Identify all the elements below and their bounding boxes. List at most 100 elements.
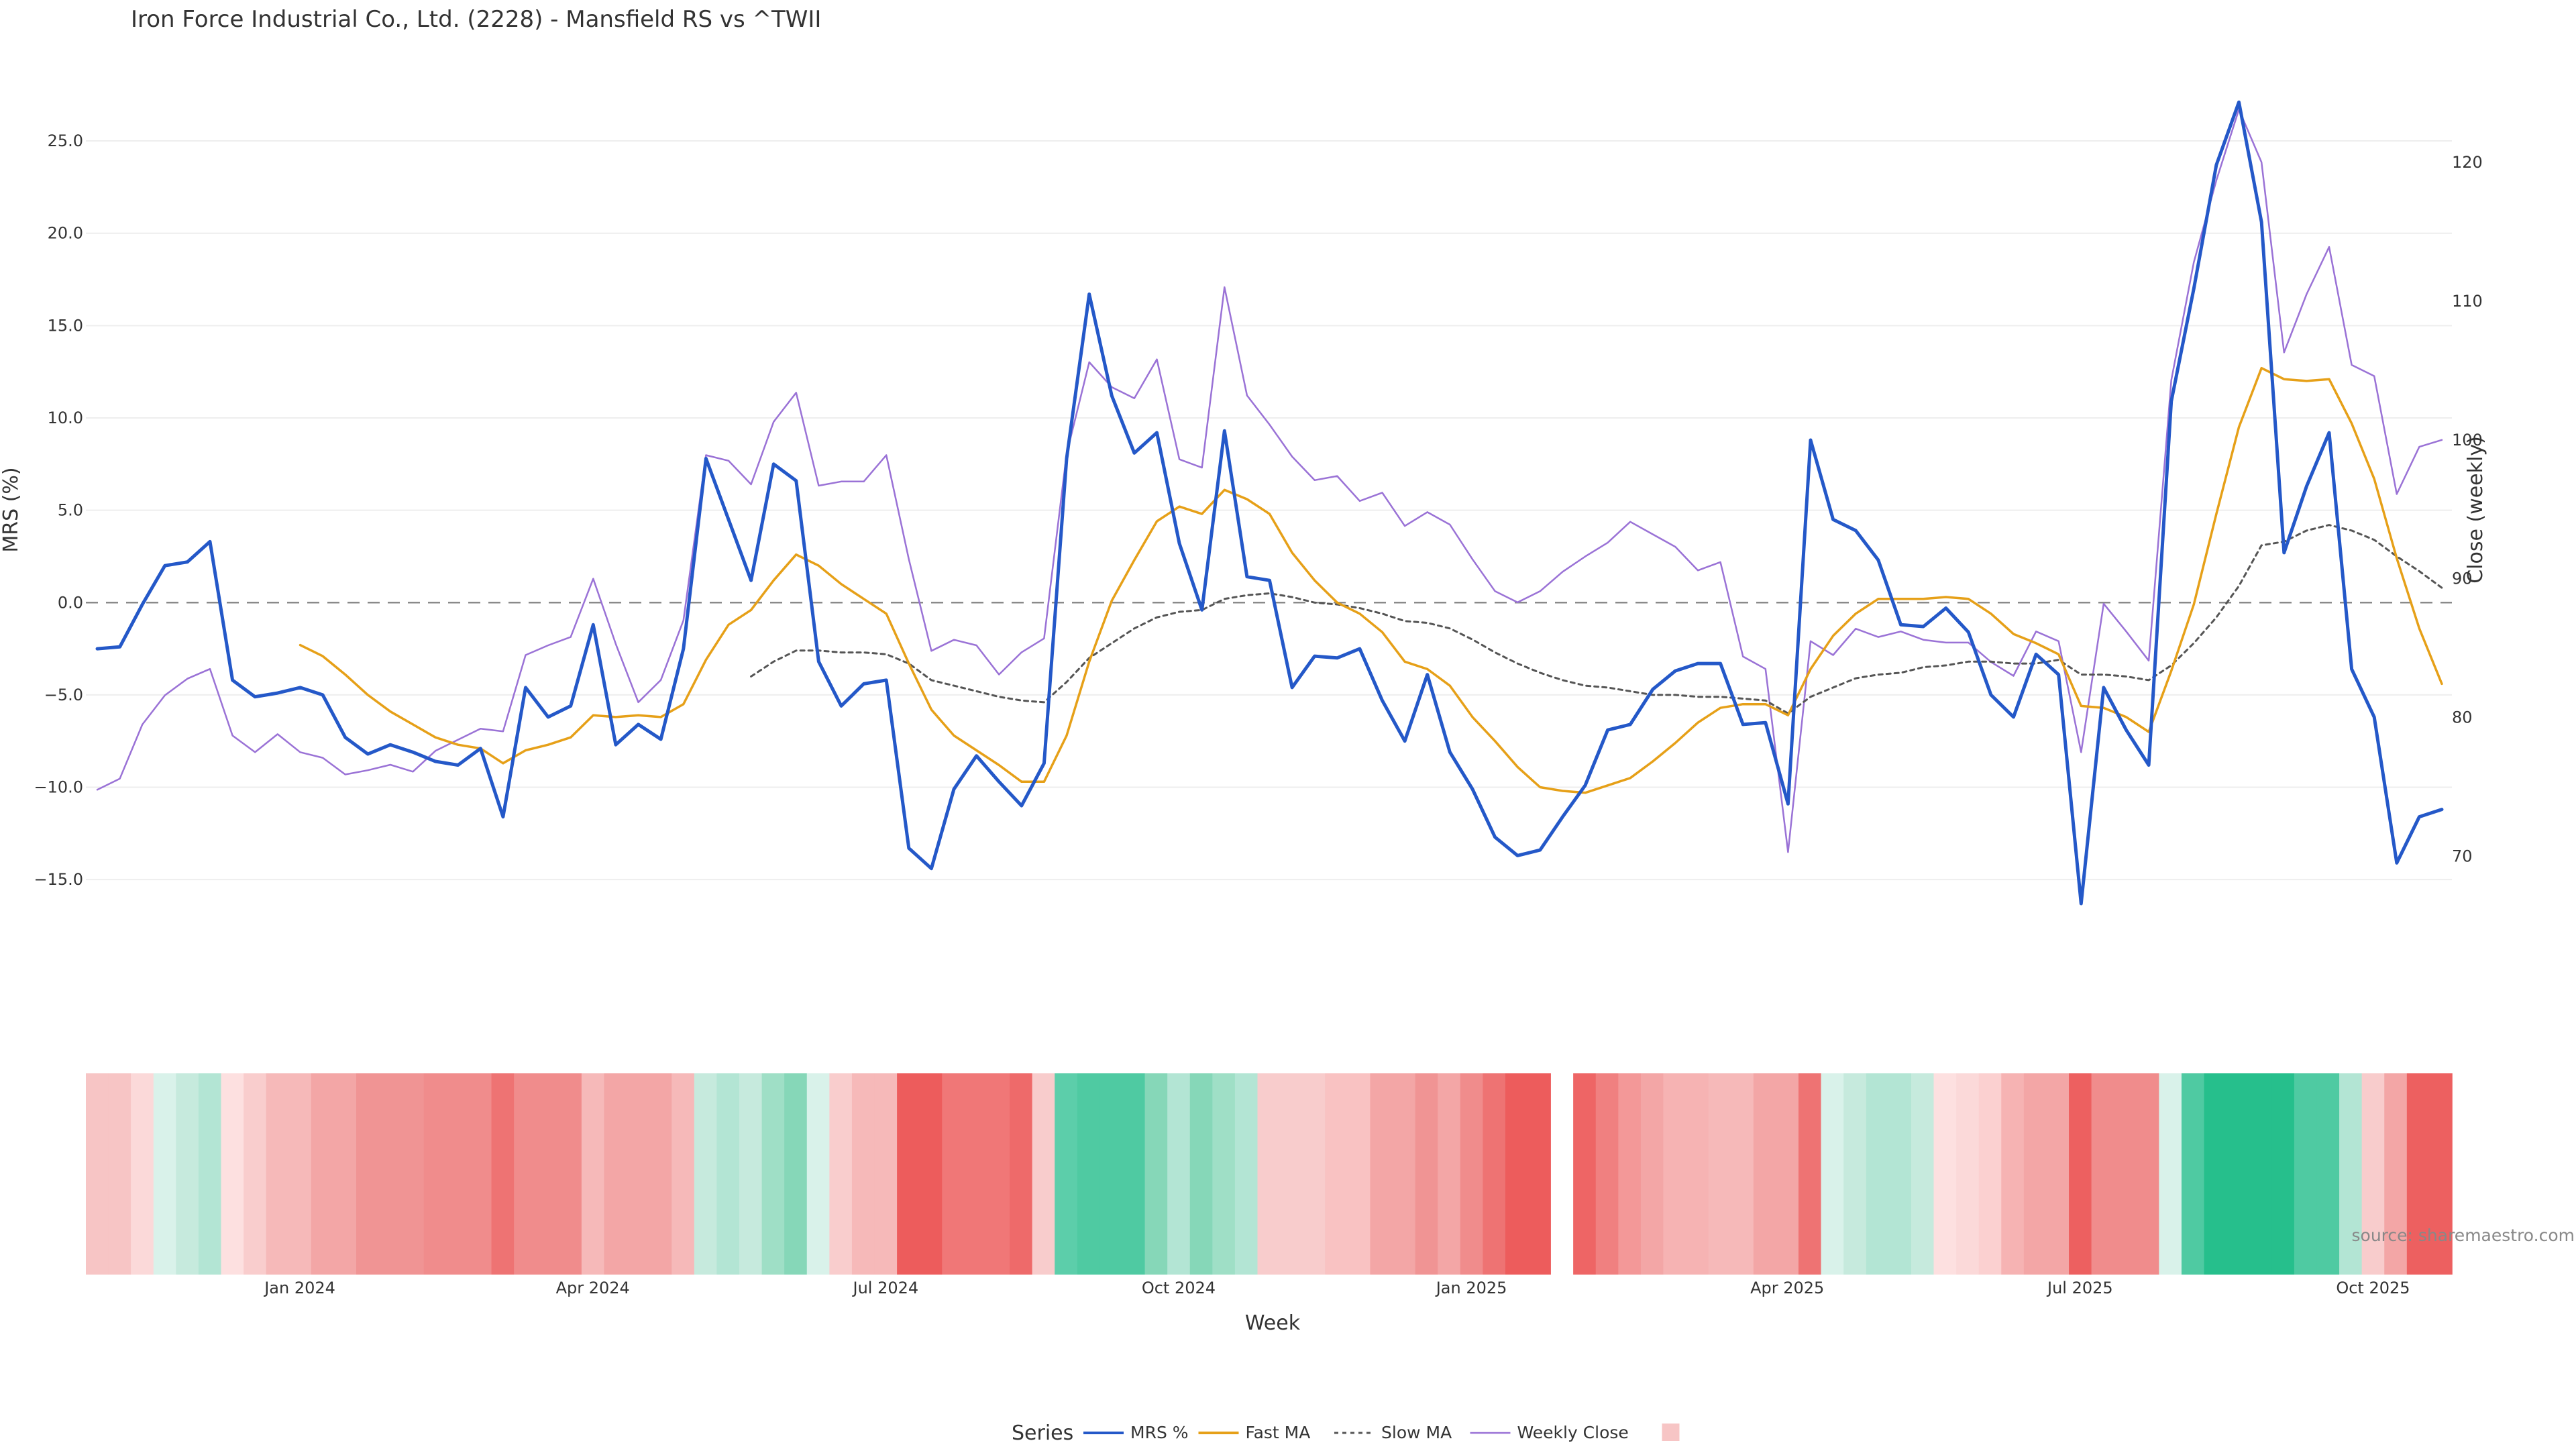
- legend: Series MRS % Fast MA Slow MA Weekly Close: [1012, 1421, 1680, 1445]
- heatmap-cell: [1077, 1073, 1101, 1275]
- legend-label: MRS %: [1130, 1423, 1189, 1442]
- heatmap-cell: [2091, 1073, 2115, 1275]
- heatmap-cell: [1527, 1073, 1551, 1275]
- heatmap-cell: [1438, 1073, 1461, 1275]
- heatmap-cell: [1325, 1073, 1348, 1275]
- heatmap-cell: [1731, 1073, 1754, 1275]
- heatmap-cell: [266, 1073, 290, 1275]
- heatmap-cell: [919, 1073, 943, 1275]
- heatmap-cell: [333, 1073, 357, 1275]
- heatmap-cell: [1010, 1073, 1033, 1275]
- y-tick-right-label: 70: [2452, 847, 2473, 866]
- heatmap-cell: [604, 1073, 627, 1275]
- heatmap-cell: [1573, 1073, 1597, 1275]
- heatmap-cell: [649, 1073, 673, 1275]
- y-tick-left-label: 0.0: [58, 593, 83, 612]
- y-axis-right-label: Close (weekly): [2464, 436, 2487, 584]
- y-tick-left-label: −15.0: [34, 870, 83, 889]
- heatmap-cell: [2384, 1073, 2408, 1275]
- heatmap-cell: [2429, 1073, 2453, 1275]
- heatmap-cell: [401, 1073, 425, 1275]
- heatmap-cell: [468, 1073, 492, 1275]
- y-tick-left-label: 20.0: [48, 224, 83, 243]
- x-tick-label: Apr 2025: [1750, 1279, 1824, 1297]
- x-tick-label: Oct 2024: [1142, 1279, 1216, 1297]
- heatmap-cell: [2204, 1073, 2227, 1275]
- heatmap-cell: [1144, 1073, 1168, 1275]
- y-tick-right-label: 120: [2452, 153, 2483, 172]
- heatmap-cell: [288, 1073, 312, 1275]
- x-tick-label: Jul 2025: [2046, 1279, 2113, 1297]
- x-axis-label: Week: [1245, 1311, 1301, 1335]
- y-axis-right-ticks: 120 110 100 90 80 70: [2452, 153, 2483, 866]
- heatmap-cell: [1280, 1073, 1303, 1275]
- heatmap-cell: [2159, 1073, 2182, 1275]
- heatmap-cell: [739, 1073, 763, 1275]
- heatmap-cell: [1212, 1073, 1236, 1275]
- heatmap-cell: [964, 1073, 988, 1275]
- heatmap-cell: [627, 1073, 650, 1275]
- heatmap-cell: [1234, 1073, 1258, 1275]
- y-tick-right-label: 80: [2452, 708, 2473, 727]
- heatmap-cell: [1099, 1073, 1123, 1275]
- legend-swatch: [1662, 1424, 1680, 1441]
- heatmap-cell: [672, 1073, 695, 1275]
- heatmap-cell: [2271, 1073, 2295, 1275]
- series-line-weekly-close: [96, 109, 2443, 853]
- heatmap-cell: [987, 1073, 1010, 1275]
- heatmap-cell: [1866, 1073, 1890, 1275]
- y-tick-left-label: 5.0: [58, 501, 83, 520]
- heatmap-cell: [198, 1073, 222, 1275]
- heatmap-cell: [1686, 1073, 1709, 1275]
- heatmap-cell: [761, 1073, 785, 1275]
- heatmap-cell: [2226, 1073, 2250, 1275]
- heatmap-cell: [491, 1073, 515, 1275]
- series-line-fast-ma: [299, 366, 2443, 794]
- heatmap-cell: [2046, 1073, 2070, 1275]
- heatmap-cell: [2361, 1073, 2385, 1275]
- heatmap-cell: [311, 1073, 335, 1275]
- heatmap-cell: [131, 1073, 154, 1275]
- heatmap-cell: [1595, 1073, 1619, 1275]
- source-note: source: sharemaestro.com: [2352, 1226, 2575, 1245]
- heatmap-cell: [559, 1073, 582, 1275]
- legend-label: Slow MA: [1381, 1423, 1452, 1442]
- y-tick-right-label: 90: [2452, 570, 2473, 588]
- heatmap-cell: [2406, 1073, 2430, 1275]
- heatmap-cell: [1956, 1073, 1980, 1275]
- heatmap-cell: [2294, 1073, 2318, 1275]
- heatmap-cell: [2023, 1073, 2047, 1275]
- heatmap-cell: [874, 1073, 898, 1275]
- series-lines: [95, 100, 2444, 906]
- heatmap-cell: [1776, 1073, 1799, 1275]
- heatmap-cell: [1933, 1073, 1957, 1275]
- x-axis-ticks: Jan 2024 Apr 2024 Jul 2024 Oct 2024 Jan 2025…: [263, 1279, 2410, 1297]
- heatmap-cell: [694, 1073, 718, 1275]
- heatmap-cell: [1167, 1073, 1191, 1275]
- heatmap-cell: [942, 1073, 965, 1275]
- heatmap-cell: [851, 1073, 875, 1275]
- grid-lines: [86, 140, 2452, 881]
- heatmap-cell: [423, 1073, 447, 1275]
- heatmap-cell: [897, 1073, 920, 1275]
- legend-label: Weekly Close: [1517, 1423, 1629, 1442]
- x-tick-label: Oct 2025: [2336, 1279, 2410, 1297]
- heatmap-cell: [1122, 1073, 1146, 1275]
- heatmap-cell: [2181, 1073, 2205, 1275]
- heatmap-cell: [1618, 1073, 1642, 1275]
- heatmap-cell: [2316, 1073, 2340, 1275]
- heatmap-cell: [1393, 1073, 1416, 1275]
- heatmap-cell: [1032, 1073, 1056, 1275]
- heatmap-cell: [356, 1073, 380, 1275]
- y-tick-left-label: 10.0: [48, 409, 83, 427]
- heatmap-cell: [806, 1073, 830, 1275]
- heatmap-cell: [1821, 1073, 1844, 1275]
- series-line-slow-ma: [750, 524, 2443, 714]
- heatmap-cell: [86, 1073, 109, 1275]
- x-tick-label: Apr 2024: [556, 1279, 630, 1297]
- heatmap-cell: [1505, 1073, 1529, 1275]
- heatmap-cell: [2339, 1073, 2363, 1275]
- heatmap-cell: [1257, 1073, 1281, 1275]
- heatmap-cell: [2136, 1073, 2160, 1275]
